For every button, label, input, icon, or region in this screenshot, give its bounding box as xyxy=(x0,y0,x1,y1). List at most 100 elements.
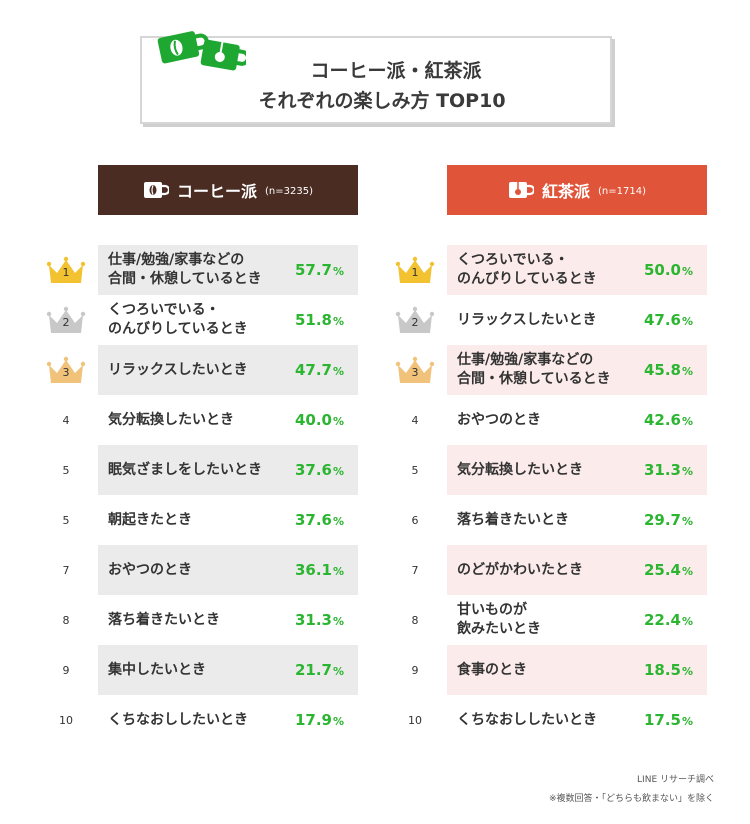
rank-number: 4 xyxy=(411,413,419,427)
percent-unit: % xyxy=(681,615,693,628)
row-percent: 21.7% xyxy=(295,645,344,695)
rank-number: 7 xyxy=(411,563,419,577)
tea-row: 食事のとき 18.5% xyxy=(447,645,707,695)
row-percent: 37.6% xyxy=(295,445,344,495)
coffee-rank-10: 10 xyxy=(46,695,86,745)
rank-number: 3 xyxy=(411,366,419,379)
coffee-header: コーヒー派 (n=3235) xyxy=(98,165,358,215)
tea-row: 甘いものが 飲みたいとき 22.4% xyxy=(447,595,707,645)
rank-number: 1 xyxy=(62,266,70,279)
rank-number: 8 xyxy=(62,613,70,627)
percent-value: 17.5 xyxy=(643,711,681,729)
percent-unit: % xyxy=(332,465,344,478)
coffee-header-sample: (n=3235) xyxy=(265,186,313,197)
tea-row: くつろいでいる・ のんびりしているとき 50.0% xyxy=(447,245,707,295)
row-percent: 50.0% xyxy=(644,245,693,295)
tea-row: 落ち着きたいとき 29.7% xyxy=(447,495,707,545)
row-label: 食事のとき xyxy=(457,661,527,678)
tea-row: 気分転換したいとき 31.3% xyxy=(447,445,707,495)
row-label: くつろいでいる・ のんびりしているとき xyxy=(108,302,248,337)
crown-icon xyxy=(46,356,86,383)
percent-value: 37.6 xyxy=(294,511,332,529)
percent-unit: % xyxy=(332,415,344,428)
row-label: 仕事/勉強/家事などの 合間・休憩しているとき xyxy=(108,252,262,287)
row-percent: 22.4% xyxy=(644,595,693,645)
percent-unit: % xyxy=(681,265,693,278)
coffee-row: リラックスしたいとき 47.7% xyxy=(98,345,358,395)
percent-unit: % xyxy=(332,315,344,328)
tea-rank-7: 7 xyxy=(395,545,435,595)
percent-value: 42.6 xyxy=(643,411,681,429)
percent-value: 57.7 xyxy=(294,261,332,279)
source-text: LINE リサーチ調べ xyxy=(637,775,714,785)
percent-unit: % xyxy=(681,715,693,728)
row-percent: 45.8% xyxy=(644,345,693,395)
percent-unit: % xyxy=(332,515,344,528)
rank-number: 10 xyxy=(59,713,73,727)
row-percent: 36.1% xyxy=(295,545,344,595)
percent-value: 47.7 xyxy=(294,361,332,379)
row-percent: 18.5% xyxy=(644,645,693,695)
coffee-row: 気分転換したいとき 40.0% xyxy=(98,395,358,445)
tea-header: 紅茶派 (n=1714) xyxy=(447,165,707,215)
crown-icon xyxy=(395,306,435,333)
rank-number: 8 xyxy=(411,613,419,627)
row-label: 気分転換したいとき xyxy=(457,461,583,478)
tea-header-title: 紅茶派 xyxy=(542,182,591,201)
row-percent: 25.4% xyxy=(644,545,693,595)
row-label: くつろいでいる・ のんびりしているとき xyxy=(457,252,597,287)
row-percent: 29.7% xyxy=(644,495,693,545)
percent-unit: % xyxy=(332,615,344,628)
tea-rank-3: 3 xyxy=(395,345,435,395)
row-percent: 47.6% xyxy=(644,295,693,345)
tea-row: くちなおししたいとき 17.5% xyxy=(447,695,707,745)
coffee-rank-6: 5 xyxy=(46,495,86,545)
percent-value: 45.8 xyxy=(643,361,681,379)
percent-value: 36.1 xyxy=(294,561,332,579)
rank-number: 1 xyxy=(411,266,419,279)
row-label: リラックスしたいとき xyxy=(108,361,248,378)
crown-icon xyxy=(395,356,435,383)
row-label: おやつのとき xyxy=(457,411,541,428)
rank-number: 2 xyxy=(411,316,419,329)
percent-unit: % xyxy=(681,565,693,578)
tea-rank-10: 10 xyxy=(395,695,435,745)
coffee-rank-3: 3 xyxy=(46,345,86,395)
percent-value: 21.7 xyxy=(294,661,332,679)
row-label: 眠気ざましをしたいとき xyxy=(108,461,262,478)
tea-rank-4: 4 xyxy=(395,395,435,445)
row-label: 落ち着きたいとき xyxy=(108,611,220,628)
row-percent: 31.3% xyxy=(644,445,693,495)
tea-rank-1: 1 xyxy=(395,245,435,295)
row-label: 仕事/勉強/家事などの 合間・休憩しているとき xyxy=(457,352,611,387)
row-label: 集中したいとき xyxy=(108,661,206,678)
coffee-row: おやつのとき 36.1% xyxy=(98,545,358,595)
row-percent: 31.3% xyxy=(295,595,344,645)
tea-rank-8: 8 xyxy=(395,595,435,645)
percent-unit: % xyxy=(681,515,693,528)
row-label: 朝起きたとき xyxy=(108,511,192,528)
row-label: 甘いものが 飲みたいとき xyxy=(457,602,541,637)
coffee-rank-4: 4 xyxy=(46,395,86,445)
percent-unit: % xyxy=(332,265,344,278)
tea-rank-2: 2 xyxy=(395,295,435,345)
tea-rank-6: 6 xyxy=(395,495,435,545)
coffee-rank-5: 5 xyxy=(46,445,86,495)
rank-number: 4 xyxy=(62,413,70,427)
percent-unit: % xyxy=(332,565,344,578)
percent-value: 31.3 xyxy=(643,461,681,479)
percent-value: 37.6 xyxy=(294,461,332,479)
percent-value: 31.3 xyxy=(294,611,332,629)
percent-value: 25.4 xyxy=(643,561,681,579)
crown-icon xyxy=(395,256,435,283)
coffee-row: 落ち着きたいとき 31.3% xyxy=(98,595,358,645)
coffee-header-title: コーヒー派 xyxy=(177,182,258,201)
percent-unit: % xyxy=(332,365,344,378)
rank-number: 2 xyxy=(62,316,70,329)
coffee-row: くちなおししたいとき 17.9% xyxy=(98,695,358,745)
title-line-2: それぞれの楽しみ方 TOP10 xyxy=(258,90,506,112)
row-label: のどがかわいたとき xyxy=(457,561,583,578)
coffee-cup-icon xyxy=(144,182,169,198)
row-label: くちなおししたいとき xyxy=(457,711,597,728)
percent-value: 40.0 xyxy=(294,411,332,429)
